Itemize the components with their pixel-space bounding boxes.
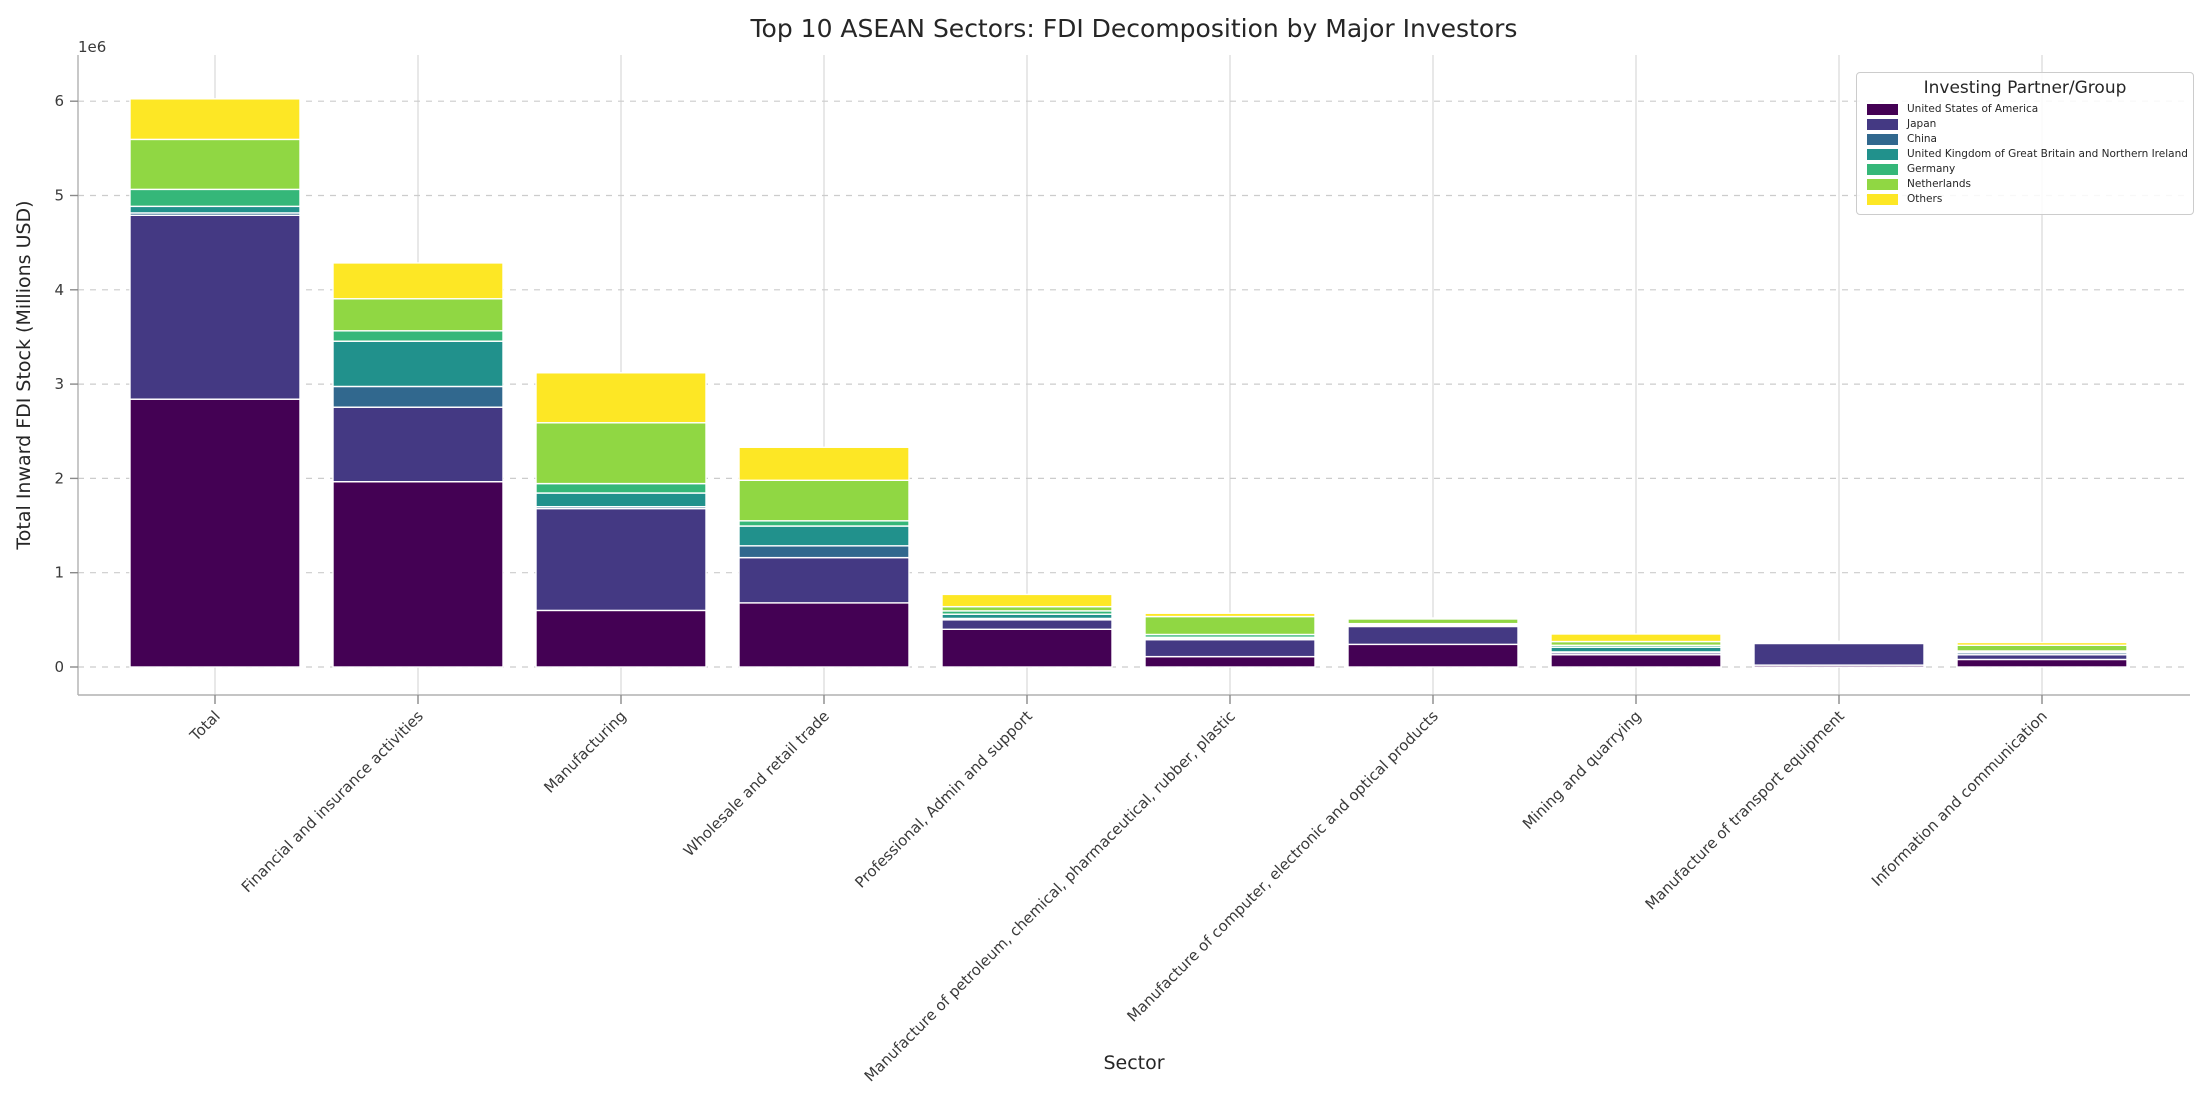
legend-label: United Kingdom of Great Britain and Nort… [1907,148,2188,160]
bar-segment [1144,655,1316,668]
x-category-label: Manufacturing [540,707,630,797]
bar-segment [535,609,707,668]
bar-segment [1550,646,1722,653]
bar-segment [738,525,910,547]
bar-segment [941,593,1113,608]
bar-segment [738,520,910,527]
legend-swatch [1867,149,1898,160]
legend-swatch [1867,164,1898,175]
y-tick-label: 2 [54,469,64,487]
y-tick-label: 5 [54,187,64,205]
bar-segment [738,479,910,522]
x-category-label: Manufacture of transport equipment [1642,707,1848,913]
bar-segment [1753,640,1925,643]
bar-segment [1956,658,2128,668]
bar-segment [1956,654,2128,661]
bar-segment [1144,638,1316,658]
bar-segment [738,602,910,668]
x-category-label: Financial and insurance activities [238,707,427,896]
legend-label: Others [1907,193,1943,205]
legend: Investing Partner/Group United States of… [1856,72,2194,215]
bar-segment [332,262,504,300]
y-tick-label: 0 [54,658,64,676]
bar-segment [1550,633,1722,643]
bar-segment [332,385,504,408]
x-category-label: Information and communication [1868,707,2051,890]
y-axis-offset-text: 1e6 [78,38,107,56]
bar-segment [129,398,301,668]
bar-segment [1347,618,1519,625]
legend-item: China [1867,132,2183,147]
legend-item: Japan [1867,117,2183,132]
bar-segment [129,98,301,141]
bar-segment [129,205,301,214]
x-axis-label: Sector [1103,1052,1165,1074]
x-category-label: Total [186,707,224,745]
bar-segment [738,556,910,604]
bar-segment [332,481,504,668]
y-axis-label: Total Inward FDI Stock (Millions USD) [13,200,35,550]
legend-swatch [1867,194,1898,205]
legend-swatch [1867,119,1898,130]
bar-segment [1347,625,1519,646]
bar-segment [332,298,504,332]
chart-title: Top 10 ASEAN Sectors: FDI Decomposition … [750,14,1518,43]
bar-segment [941,628,1113,668]
y-tick-label: 4 [54,281,64,299]
legend-label: Japan [1907,118,1937,130]
bar-segment [1753,642,1925,666]
bar-segment [738,446,910,481]
x-category-label: Manufacture of petroleum, chemical, phar… [861,707,1239,1085]
bar-segment [332,330,504,342]
legend-item: United States of America [1867,102,2183,117]
y-tick-label: 1 [54,564,64,582]
x-category-label: Mining and quarrying [1519,707,1645,833]
bar-segment [1144,615,1316,636]
y-tick-label: 3 [54,375,64,393]
bar-segment [941,619,1113,630]
bar-segment [535,507,707,612]
legend-item: United Kingdom of Great Britain and Nort… [1867,147,2188,162]
bar-segment [129,188,301,208]
bar-segment [332,406,504,483]
bar-segment [332,340,504,388]
legend-label: China [1907,133,1937,145]
y-tick-label: 6 [54,92,64,110]
bar-segment [1347,643,1519,668]
bar-segment [129,138,301,191]
legend-title: Investing Partner/Group [1923,78,2127,98]
legend-label: Netherlands [1907,178,1972,190]
bar-segment [1347,617,1519,620]
x-category-label: Professional, Admin and support [851,707,1036,892]
legend-item: Germany [1867,162,2183,177]
bar-segment [129,214,301,400]
legend-items: United States of America Japan China United… [1867,102,2188,207]
legend-label: United States of America [1907,103,2039,115]
bar-segment [535,422,707,485]
bar-segment [1956,644,2128,652]
bar-segment [535,482,707,494]
legend-swatch [1867,179,1898,190]
legend-swatch [1867,104,1898,115]
bar-segment [1550,654,1722,668]
legend-item: Others [1867,192,2183,207]
bar-segment [535,372,707,424]
legend-item: Netherlands [1867,177,2183,192]
bar-segment [535,492,707,508]
bar-segment [738,545,910,559]
legend-swatch [1867,134,1898,145]
legend-label: Germany [1907,163,1956,175]
x-category-label: Wholesale and retail trade [680,707,833,860]
bar-segment [1144,612,1316,618]
x-category-label: Manufacture of computer, electronic and … [1123,707,1442,1026]
bar-segment [1956,641,2128,647]
